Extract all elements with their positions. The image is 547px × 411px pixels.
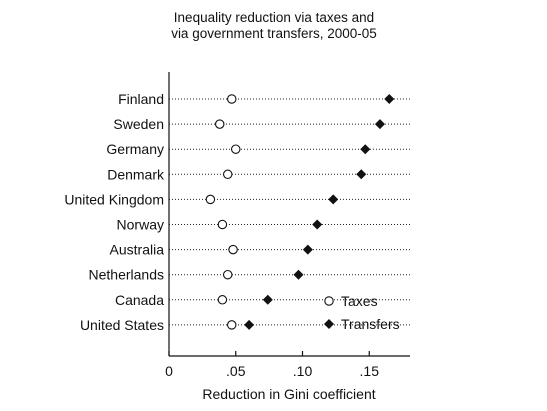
taxes-point: [231, 144, 241, 154]
taxes-point: [217, 295, 228, 305]
x-tick-label: 0: [165, 363, 173, 379]
x-tick-label: .10: [293, 363, 313, 379]
transfers-point: [293, 269, 304, 280]
taxes-point: [205, 194, 216, 205]
category-label: Netherlands: [89, 267, 165, 283]
taxes-point: [222, 269, 233, 280]
taxes-point: [226, 320, 237, 330]
taxes-point: [214, 119, 225, 129]
transfers-point: [244, 319, 255, 330]
x-tick-label: .15: [360, 363, 380, 379]
category-label: Germany: [106, 141, 164, 157]
transfers-point: [356, 169, 367, 180]
category-label: United Kingdom: [64, 191, 164, 207]
transfers-point: [374, 119, 385, 130]
legend: Taxes Transfers: [324, 293, 400, 332]
category-label: Norway: [117, 217, 164, 233]
legend-taxes-label: Taxes: [341, 293, 378, 309]
x-tick-label: .05: [226, 363, 246, 379]
category-label: Australia: [110, 242, 165, 258]
chart-rows: Finland Sweden Germany Denmark United Kingdo…: [64, 91, 410, 333]
x-axis-title: Reduction in Gini coefficient: [202, 386, 375, 402]
taxes-point: [222, 169, 233, 180]
chart-title-line: Inequality reduction via taxes and: [174, 10, 374, 25]
legend-transfers-label: Transfers: [341, 316, 400, 332]
category-label: Canada: [115, 292, 164, 308]
transfers-point: [328, 194, 339, 205]
transfers-point: [360, 144, 371, 155]
chart-title-line: via government transfers, 2000-05: [171, 26, 377, 41]
x-axis: 0 .05 .10 .15 Reduction in Gini coefficient: [165, 72, 410, 402]
taxes-point: [228, 244, 238, 255]
category-label: Finland: [118, 91, 164, 107]
category-label: United States: [80, 317, 164, 333]
taxes-point: [217, 219, 228, 230]
transfers-point: [312, 219, 323, 230]
legend-taxes-marker: [324, 296, 334, 306]
transfers-point: [262, 294, 273, 305]
legend-transfers-marker: [324, 319, 334, 329]
transfers-point: [302, 244, 313, 255]
transfers-point: [384, 94, 395, 104]
category-label: Sweden: [113, 116, 164, 132]
category-label: Denmark: [107, 166, 165, 182]
taxes-point: [226, 94, 237, 104]
